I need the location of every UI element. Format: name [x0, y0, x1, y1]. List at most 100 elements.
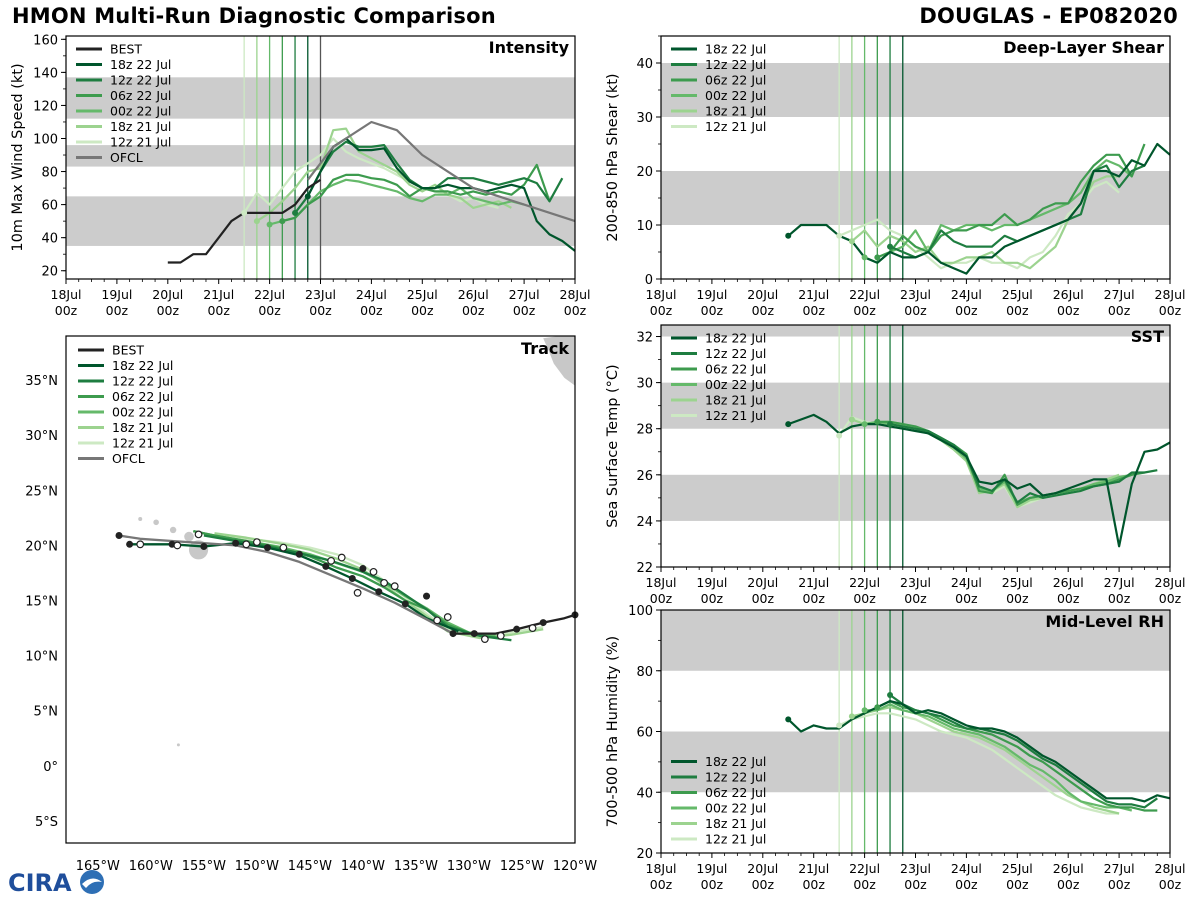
- legend-label: 12z 21 Jul: [705, 832, 766, 847]
- track-marker-open: [496, 631, 505, 640]
- island-shape: [176, 743, 180, 747]
- x-tick-label: 18Jul: [646, 575, 677, 590]
- x-tick-label: 20Jul: [747, 575, 778, 590]
- init-marker: [292, 209, 299, 216]
- legend-label: 06z 22 Jul: [110, 88, 171, 103]
- legend-label: 12z 22 Jul: [705, 346, 766, 361]
- x-tick-label: 00z: [955, 303, 978, 318]
- x-tick-label: 00z: [701, 303, 724, 318]
- track-marker-filled: [348, 574, 356, 582]
- x-tick-label: 21Jul: [798, 575, 829, 590]
- x-tick-label: 19Jul: [696, 575, 727, 590]
- legend-label: 18z 21 Jul: [705, 104, 766, 119]
- x-tick-label: 00z: [650, 877, 673, 892]
- track-marker-filled: [232, 539, 240, 547]
- lon-label: 130°W: [447, 859, 491, 874]
- track-marker-filled: [401, 600, 409, 608]
- x-tick-label: 00z: [309, 303, 332, 318]
- y-tick-label: 60: [41, 199, 58, 214]
- series-line-18z-22-jul: [787, 413, 1171, 548]
- island-shape: [184, 531, 194, 542]
- x-tick-label: 00z: [1108, 591, 1131, 606]
- x-tick-label: 00z: [904, 591, 927, 606]
- legend-label: BEST: [112, 343, 144, 358]
- x-tick-label: 27Jul: [1104, 575, 1135, 590]
- legend-label: 12z 21 Jul: [705, 119, 766, 134]
- panel-title: Intensity: [489, 38, 570, 57]
- y-axis-label: 200-850 hPa Shear (kt): [605, 73, 621, 241]
- init-marker: [848, 713, 855, 720]
- cira-logo: CIRA: [8, 869, 104, 897]
- x-tick-label: 23Jul: [900, 861, 931, 876]
- init-marker: [874, 704, 881, 711]
- x-tick-label: 00z: [207, 303, 230, 318]
- island-shape: [153, 519, 159, 526]
- x-tick-label: 27Jul: [1104, 287, 1135, 302]
- legend-label: 18z 22 Jul: [705, 754, 766, 769]
- panel-title: Track: [521, 339, 569, 358]
- series-line-00z-22-jul: [269, 178, 525, 226]
- series-line-12z-21-jul: [243, 137, 499, 214]
- x-tick-label: 00z: [1159, 303, 1182, 318]
- x-tick-label: 00z: [955, 877, 978, 892]
- x-tick-label: 26Jul: [1053, 287, 1084, 302]
- init-marker: [785, 232, 792, 239]
- logo-text: CIRA: [8, 869, 72, 897]
- series-line-18z-21-jul: [851, 706, 1120, 815]
- lon-label: 155°W: [182, 859, 226, 874]
- y-tick-label: 80: [41, 166, 58, 181]
- lat-label: 25°N: [25, 484, 58, 499]
- series-line-18z-21-jul: [256, 127, 512, 223]
- x-tick-label: 00z: [752, 591, 775, 606]
- y-tick-label: 28: [636, 423, 653, 438]
- lat-label: 30°N: [25, 429, 58, 444]
- series-line-12z-22-jul: [889, 694, 1158, 809]
- init-marker: [836, 432, 843, 439]
- track-marker-filled: [513, 625, 521, 633]
- x-tick-label: 24Jul: [951, 287, 982, 302]
- x-tick-label: 26Jul: [1053, 861, 1084, 876]
- lon-label: 160°W: [129, 859, 173, 874]
- x-tick-label: 26Jul: [1053, 575, 1084, 590]
- legend-label: 00z 22 Jul: [112, 405, 173, 420]
- series-line-00z-22-jul: [864, 703, 1133, 812]
- x-tick-label: 00z: [1159, 877, 1182, 892]
- shaded-band: [661, 325, 1170, 337]
- x-tick-label: 18Jul: [646, 287, 677, 302]
- shear-panel: 01020304018Jul00z19Jul00z20Jul00z21Jul00…: [605, 35, 1186, 318]
- legend-label: 06z 22 Jul: [705, 73, 766, 88]
- x-tick-label: 23Jul: [305, 287, 336, 302]
- x-tick-label: 20Jul: [747, 287, 778, 302]
- x-tick-label: 00z: [650, 303, 673, 318]
- y-tick-label: 22: [636, 561, 653, 576]
- x-tick-label: 00z: [802, 303, 825, 318]
- x-tick-label: 00z: [106, 303, 129, 318]
- track-marker-open: [252, 538, 261, 547]
- x-tick-label: 00z: [1108, 303, 1131, 318]
- init-marker: [848, 238, 855, 245]
- x-tick-label: 00z: [258, 303, 281, 318]
- lon-label: 135°W: [394, 859, 438, 874]
- swirl-icon: [82, 878, 102, 888]
- x-tick-label: 21Jul: [203, 287, 234, 302]
- x-tick-label: 25Jul: [1002, 287, 1033, 302]
- x-tick-label: 00z: [802, 877, 825, 892]
- series-line-06z-22-jul: [282, 163, 551, 223]
- track-marker-filled: [359, 565, 367, 573]
- init-marker: [887, 243, 894, 250]
- shaded-band: [661, 610, 1170, 671]
- lon-label: 140°W: [341, 859, 385, 874]
- track-marker-open: [242, 540, 251, 549]
- track-marker-filled: [126, 540, 134, 548]
- x-tick-label: 18Jul: [51, 287, 82, 302]
- track-marker-filled: [449, 630, 457, 638]
- track-marker-open: [136, 540, 145, 549]
- legend-label: OFCL: [112, 451, 145, 466]
- y-tick-label: 20: [636, 847, 653, 862]
- x-tick-label: 00z: [1057, 591, 1080, 606]
- x-tick-label: 25Jul: [1002, 861, 1033, 876]
- x-tick-label: 00z: [157, 303, 180, 318]
- track-marker-open: [433, 616, 442, 625]
- x-tick-label: 25Jul: [1002, 575, 1033, 590]
- y-tick-label: 160: [33, 33, 58, 48]
